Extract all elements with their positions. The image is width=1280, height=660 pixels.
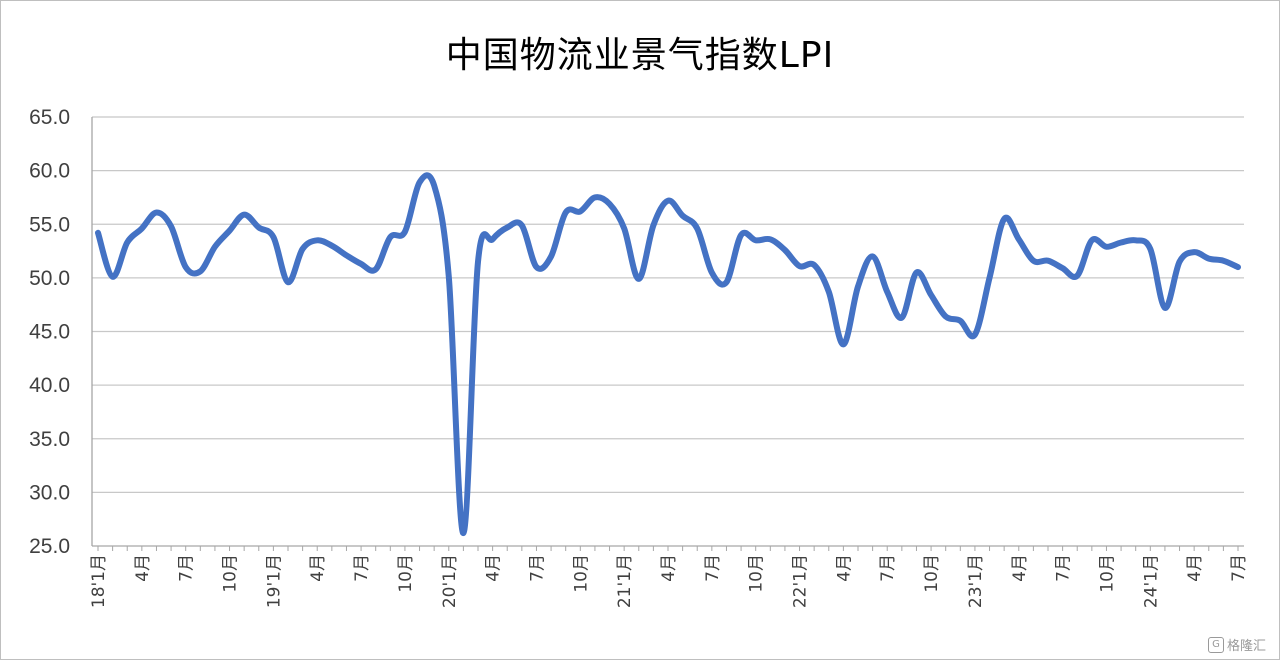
- x-tick-label: 4月: [659, 554, 679, 582]
- chart-title: 中国物流业景气指数LPI: [445, 35, 835, 76]
- watermark: G 格隆汇: [1207, 635, 1266, 654]
- x-tick-label: 10月: [396, 554, 416, 593]
- y-tick-label: 40.0: [29, 374, 70, 397]
- x-tick-label: 10月: [1097, 554, 1117, 593]
- y-tick-label: 55.0: [29, 213, 70, 236]
- y-tick-label: 60.0: [29, 160, 70, 183]
- x-tick-label: 7月: [352, 554, 372, 582]
- y-tick-label: 45.0: [29, 321, 70, 344]
- y-tick-label: 50.0: [29, 267, 70, 290]
- watermark-logo-icon: G: [1207, 636, 1224, 653]
- x-tick-label: 21'1月: [615, 554, 635, 608]
- x-tick-label: 10月: [221, 554, 241, 593]
- x-tick-label: 7月: [1054, 554, 1074, 582]
- x-tick-label: 4月: [484, 554, 504, 582]
- x-tick-label: 4月: [834, 554, 854, 582]
- x-tick-label: 7月: [878, 554, 898, 582]
- lpi-series-line: [95, 172, 1241, 537]
- y-tick-label: 65.0: [29, 106, 70, 129]
- x-tick-label: 4月: [308, 554, 328, 582]
- x-tick-label: 4月: [1185, 554, 1205, 582]
- x-tick-label: 7月: [527, 554, 547, 582]
- x-tick-label: 4月: [1010, 554, 1030, 582]
- y-tick-label: 35.0: [29, 428, 70, 451]
- x-tick-label: 7月: [1229, 554, 1249, 582]
- x-tick-label: 7月: [177, 554, 197, 582]
- x-tick-label: 10月: [747, 554, 767, 593]
- x-tick-label: 19'1月: [264, 554, 284, 608]
- y-tick-label: 30.0: [29, 481, 70, 504]
- x-tick-label: 22'1月: [791, 554, 811, 608]
- x-tick-label: 4月: [133, 554, 153, 582]
- x-tick-label: 10月: [922, 554, 942, 593]
- y-tick-label: 25.0: [29, 535, 70, 558]
- x-tick-label: 23'1月: [966, 554, 986, 608]
- x-tick-label: 20'1月: [440, 554, 460, 608]
- x-tick-label: 18'1月: [89, 554, 109, 608]
- x-tick-label: 10月: [571, 554, 591, 593]
- x-tick-label: 7月: [703, 554, 723, 582]
- watermark-text: 格隆汇: [1226, 639, 1266, 654]
- x-tick-label: 24'1月: [1141, 554, 1161, 608]
